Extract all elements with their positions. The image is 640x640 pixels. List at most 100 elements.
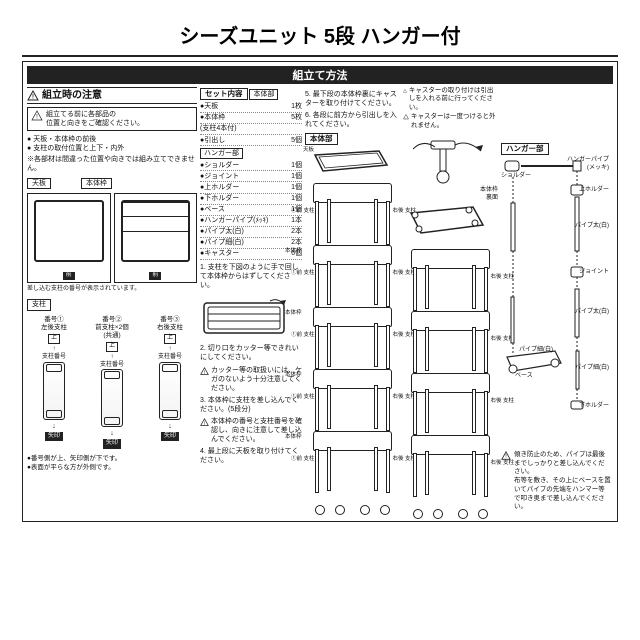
tier: ①前 支柱 右後 支柱 本体枠: [305, 369, 400, 431]
pillar-tube: [159, 362, 181, 420]
tier: ①前 支柱 右後 支柱 本体枠: [305, 307, 400, 369]
set-item: ●ジョイント1個: [200, 171, 302, 182]
up-box: 上: [48, 334, 60, 344]
diagram-hontaiwaku: 前: [114, 193, 198, 283]
set-list-hanger: ●ショルダー1個●ジョイント1個●上ホルダー1個●下ホルダー1個●ベース1個●ハ…: [200, 160, 302, 260]
warning-icon: !: [200, 418, 209, 427]
label-shichu: 支柱: [27, 299, 51, 310]
step-3: 3. 本体枠に支柱を差し込んでください。(5段分): [200, 396, 302, 414]
svg-text:!: !: [204, 420, 205, 426]
sub-hanger: ハンガー部: [200, 148, 243, 159]
caution-bullet: 天板・本体枠の前後: [27, 135, 197, 144]
arrow-box: 矢印: [103, 439, 121, 449]
step-6: 6. 各段に前方から引出しを入れてください。: [305, 111, 400, 129]
diagram-note: 差し込む支柱の番号が表示されています。: [27, 286, 197, 294]
pipethick-label: パイプ太(白): [575, 223, 609, 231]
pillar-num: 番号①: [27, 316, 81, 324]
back-frame-fig: [403, 203, 493, 245]
tenban-label: 天板: [303, 147, 314, 154]
hontaiwaku-ura-label: 本体枠 裏面: [403, 187, 498, 203]
angle-note: ! 傾き防止のため、パイプは最後までしっかりと差し込んでください。 布等を敷き、…: [501, 451, 611, 512]
assembly-stack: ①前 支柱 右後 支柱 ①前 支柱 右後 支柱 本体枠 ①前 支柱 右後 支柱 …: [305, 183, 400, 515]
pipethin2-label: パイプ細(白): [575, 365, 609, 373]
assembly-header: 組立て方法: [27, 66, 613, 84]
caution-box: ! 組立てる前に各部品の 位置と向きをご確認ください。: [27, 107, 197, 131]
tenban-figure: [305, 147, 395, 183]
set-item: ●ハンガーパイプ(ﾒｯｷ)1本: [200, 216, 302, 227]
pillar-notes: ●番号側が上、矢印側が下です。 ●表面が平らな方が外側です。: [27, 455, 197, 473]
set-item: ●天板1枚: [200, 102, 302, 113]
caution-box-text: 組立てる前に各部品の 位置と向きをご確認ください。: [46, 110, 144, 128]
pillar-sub: 右後支柱: [143, 324, 197, 332]
l-label: ①前 支柱: [291, 395, 315, 401]
caution-bullets: 天板・本体枠の前後 支柱の取付位置と上下・内外: [27, 135, 197, 153]
joint-label: ジョイント: [579, 269, 609, 277]
warning-icon: !: [31, 110, 43, 122]
svg-text:!: !: [36, 115, 38, 121]
step2-warn: カッター等の取扱いには、ケガのないよう十分注意してください。: [211, 366, 302, 393]
warning-icon: [403, 87, 407, 95]
step-4: 4. 最上段に天板を取り付けてください。: [200, 447, 302, 465]
up-box: 上: [106, 342, 118, 352]
caution-note: ※各部材は間違った位置や向きでは組み立てできません。: [27, 155, 197, 173]
tier: ①前 支柱 右後 支柱 本体枠: [305, 245, 400, 307]
cw2: キャスターは一度つけると外れません。: [411, 113, 498, 130]
warning-icon: !: [27, 90, 39, 102]
arrow-box: 矢印: [45, 432, 63, 442]
title-underline: [22, 55, 618, 57]
upholder-label: 上ホルダー: [579, 187, 609, 195]
step-5: 5. 最下段の本体枠裏にキャスターを取り付けてください。: [305, 90, 400, 108]
pillar-sub: 左後支柱: [27, 324, 81, 332]
instruction-sheet: 組立て方法 ! 組立時の注意 ! 組立てる前に各部品の 位置と向きをご確認くださ…: [22, 61, 618, 522]
l-label: ①前 支柱: [291, 271, 315, 277]
set-header: セット内容: [200, 88, 248, 100]
note: ●番号側が上、矢印側が下です。: [27, 455, 197, 464]
pillar-num: 番号②: [85, 316, 139, 324]
note: ●表面が平らな方が外側です。: [27, 464, 197, 473]
angle-note-text: 傾き防止のため、パイプは最後までしっかりと差し込んでください。 布等を敷き、その…: [514, 451, 611, 512]
diagram-tenban: 前: [27, 193, 111, 283]
set-item: ●ベース1個: [200, 205, 302, 216]
cw1: キャスターの取り付けは引出しを入れる前に行ってください。: [409, 87, 498, 112]
hanger-figure: ショルダー ハンガーパイプ (メッキ) 上ホルダー パイプ太(白) ジョイント …: [501, 157, 609, 447]
hangerpipe-label: ハンガーパイプ (メッキ): [567, 157, 609, 173]
col-hanger: ハンガー部: [501, 87, 611, 519]
caster-row: [305, 493, 400, 515]
set-item: ●下ホルダー1個: [200, 194, 302, 205]
pipethick2-label: パイプ太(白): [575, 309, 609, 317]
hontai-bu-header: 本体部: [305, 133, 338, 145]
pillar-tube: [43, 362, 65, 420]
tier: 右後 支柱: [403, 249, 498, 311]
body-label: 本体枠: [285, 249, 302, 255]
product-title: シーズユニット 5段 ハンガー付: [22, 20, 618, 55]
set-item: ●上ホルダー1個: [200, 182, 302, 193]
body-label: 本体枠: [285, 435, 302, 441]
step-2w: ! カッター等の取扱いには、ケガのないよう十分注意してください。: [200, 366, 302, 393]
col-caution: ! 組立時の注意 ! 組立てる前に各部品の 位置と向きをご確認ください。 天板・…: [27, 87, 197, 519]
set-item: ●パイプ太(白)2本: [200, 227, 302, 238]
l-label: ①前 支柱: [291, 209, 315, 215]
l-label: ①前 支柱: [291, 457, 315, 463]
arrow-up: ↑: [85, 354, 139, 362]
warning-icon: !: [200, 367, 209, 376]
caution-title: 組立時の注意: [42, 89, 102, 102]
caution-bullet: 支柱の取付位置と上下・内外: [27, 144, 197, 153]
col-stack2: キャスターの取り付けは引出しを入れる前に行ってください。 キャスターは一度つける…: [403, 87, 498, 519]
pillar-num: 番号③: [143, 316, 197, 324]
step-2: 2. 切り口をカッター等できれいにしてください。: [200, 344, 302, 362]
col-set-steps: セット内容 本体部 ●天板1枚●本体枠5枚 (支柱4本付)●引出し5個 ハンガー…: [200, 87, 302, 519]
tier: 右後 支柱: [403, 373, 498, 435]
mae-label: 前: [149, 272, 161, 280]
set-item: (支柱4本付): [200, 124, 302, 135]
set-item: ●ショルダー1個: [200, 160, 302, 171]
arrow-up: ↑: [143, 346, 197, 354]
body-label: 本体枠: [285, 373, 302, 379]
label-tenban: 天板: [27, 178, 51, 189]
sub-hontai: 本体部: [249, 89, 278, 100]
arrow-box: 矢印: [161, 432, 179, 442]
arrow-down: ↓: [85, 429, 139, 438]
arrow-down: ↓: [143, 422, 197, 431]
r-label: 右後 支柱: [490, 461, 514, 467]
arrow-down: ↓: [27, 422, 81, 431]
downholder-label: 下ホルダー: [579, 403, 609, 411]
